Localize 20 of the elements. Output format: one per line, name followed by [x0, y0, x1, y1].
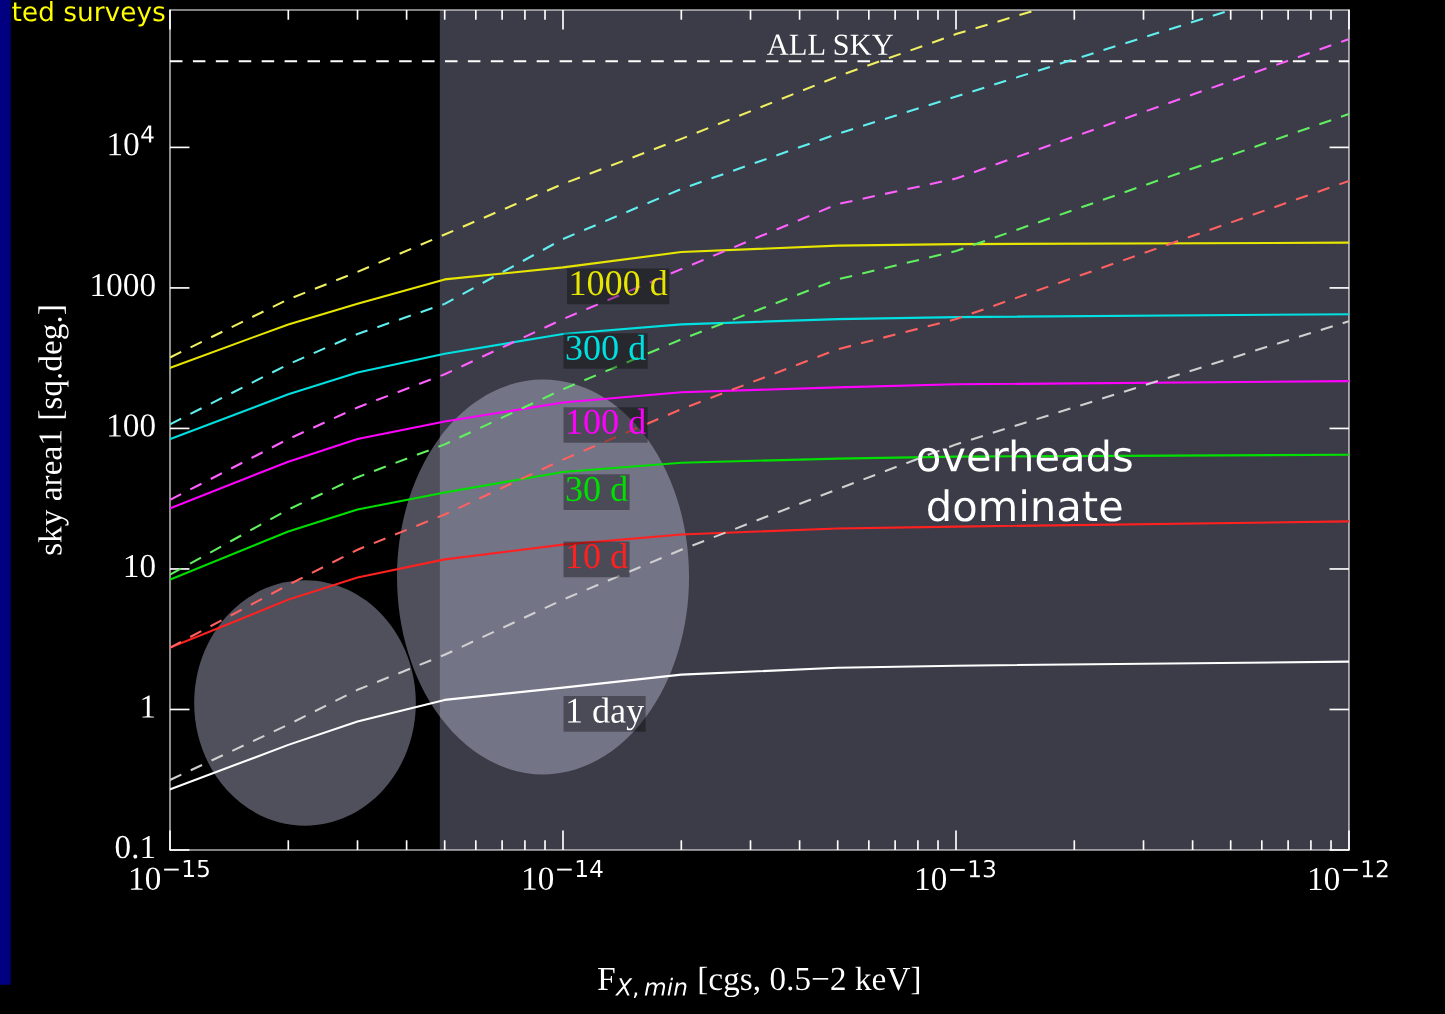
- y-tick-label: 100: [109, 414, 155, 437]
- x-tick-label: 10$^{−13}$: [916, 859, 996, 891]
- annotation: 1 day: [568, 697, 645, 731]
- y-tick-label: 0.1: [115, 835, 155, 859]
- annotation: 300 d: [566, 334, 646, 361]
- chart-title: ted surveys: [12, 1, 165, 27]
- y-axis-title: sky area1 [sq.deg.]: [38, 306, 69, 555]
- y-tick-label: 1000: [92, 273, 155, 297]
- annotation: 30 d: [566, 475, 628, 502]
- ref-line-label: ALL SKY: [767, 34, 893, 56]
- x-tick-label: 10$^{−14}$: [523, 859, 603, 890]
- x-axis-title: F$_{X,min}$ [cgs, 0.5−2 keV]: [598, 966, 920, 999]
- annotation: 10 d: [568, 542, 628, 569]
- annotation: 100 d: [568, 408, 646, 434]
- x-tick-label: 10$^{−12}$: [1309, 859, 1388, 891]
- y-tick-label: 10$^{4}$: [109, 125, 154, 156]
- y-tick-label: 10: [125, 554, 155, 578]
- y-tick-label: 1: [142, 695, 155, 718]
- annotation: 1000 d: [571, 269, 668, 296]
- x-tick-label: 10$^{−15}$: [130, 859, 209, 890]
